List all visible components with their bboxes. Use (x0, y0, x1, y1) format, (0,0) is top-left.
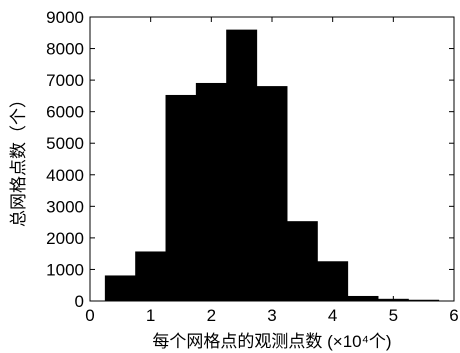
histogram-bar (104, 275, 136, 302)
y-tick-label: 4000 (46, 166, 84, 185)
y-tick-label: 1000 (46, 260, 84, 279)
histogram-bar (165, 94, 197, 302)
histogram-bar (317, 261, 349, 302)
y-tick-label: 0 (75, 292, 84, 311)
x-tick-label: 0 (85, 306, 94, 325)
y-tick-label: 5000 (46, 134, 84, 153)
x-tick-label: 6 (449, 306, 458, 325)
y-axis-label: 总网格点数（个） (9, 91, 28, 227)
y-tick-label: 8000 (46, 40, 84, 59)
y-tick-label: 2000 (46, 229, 84, 248)
x-axis-ticks: 0 1 2 3 4 5 6 (85, 17, 459, 325)
x-tick-label: 5 (389, 306, 398, 325)
x-tick-label: 3 (267, 306, 276, 325)
histogram-bar (347, 295, 379, 302)
x-tick-label: 1 (146, 306, 155, 325)
y-tick-label: 6000 (46, 103, 84, 122)
histogram-bar (195, 82, 227, 302)
histogram-bar (286, 221, 318, 302)
bars-group (104, 29, 440, 302)
y-tick-label: 7000 (46, 71, 84, 90)
x-axis-label: 每个网格点的观测点数 (×10⁴个) (152, 332, 391, 351)
y-tick-label: 3000 (46, 197, 84, 216)
x-tick-label: 4 (328, 306, 337, 325)
y-tick-label: 9000 (46, 8, 84, 27)
histogram-bar (135, 251, 167, 302)
y-axis-ticks: 0 1000 2000 3000 4000 5000 6000 7000 8000 9000 (46, 8, 454, 311)
histogram-bar (226, 29, 258, 302)
histogram-bar (256, 86, 288, 302)
x-tick-label: 2 (207, 306, 216, 325)
